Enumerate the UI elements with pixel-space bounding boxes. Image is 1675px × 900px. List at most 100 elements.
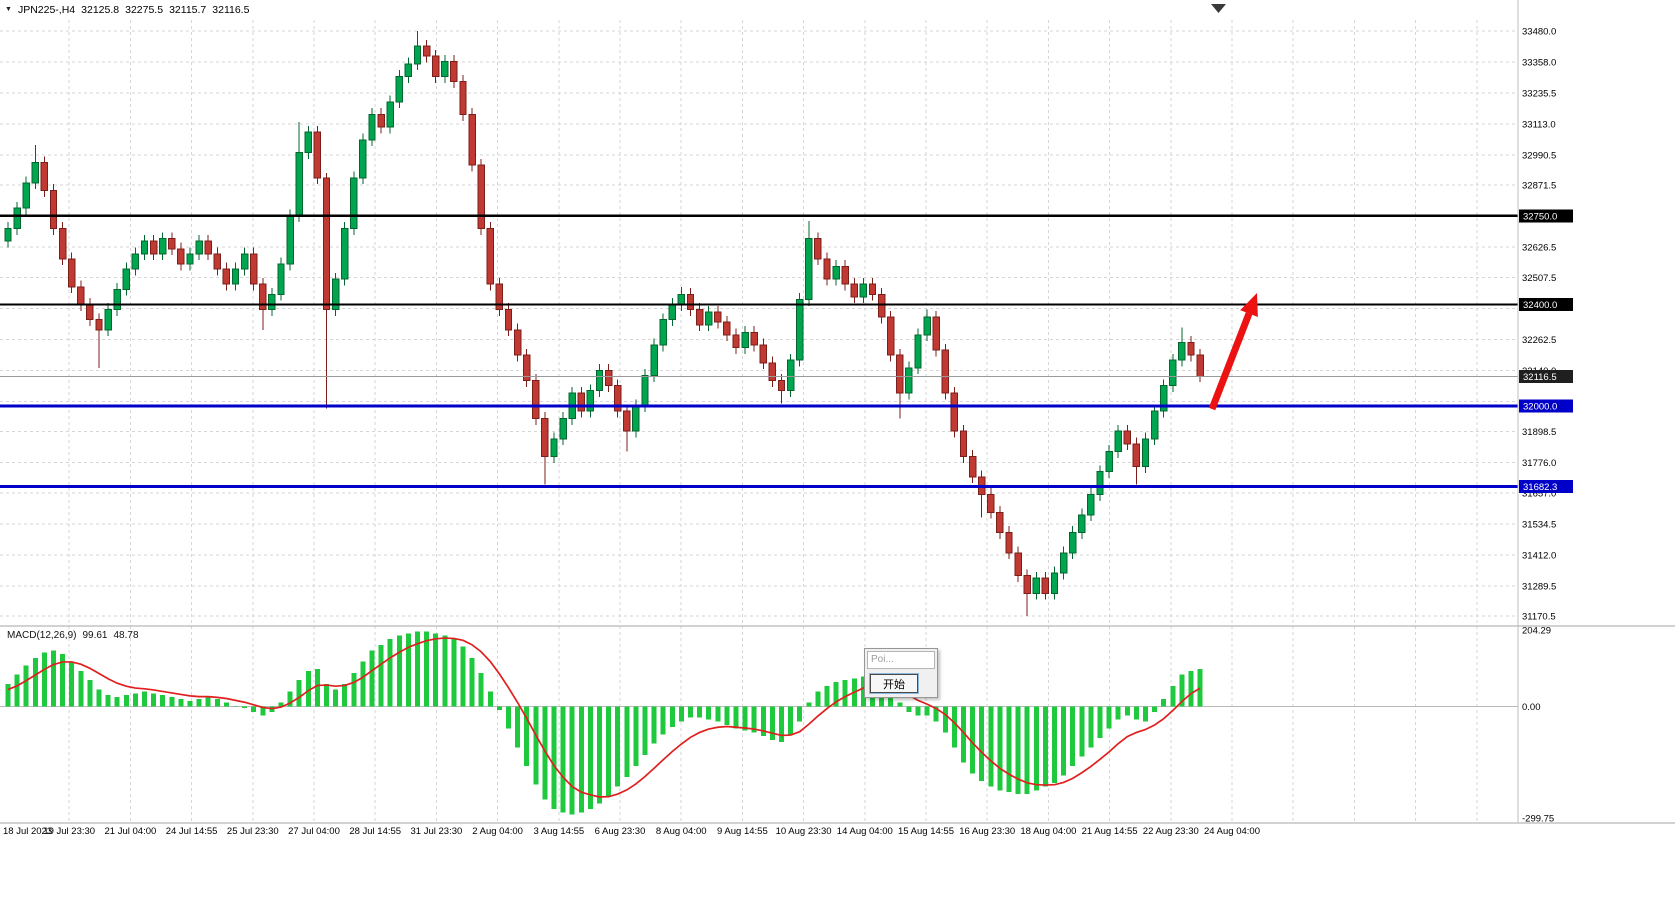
macd-bar (1024, 706, 1030, 795)
candle-body (168, 238, 176, 250)
symbol-dropdown-icon[interactable]: ▼ (5, 5, 12, 13)
candle-body (277, 263, 285, 295)
macd-bar (96, 689, 102, 707)
macd-bar (1006, 706, 1012, 793)
macd-bar (924, 706, 930, 716)
popup-text-field[interactable]: Poi... (867, 651, 935, 669)
candle-body (231, 268, 240, 285)
svg-text:-299.75: -299.75 (1522, 814, 1554, 825)
candle-body (595, 369, 604, 392)
macd-bar (997, 706, 1003, 791)
svg-text:31 Jul 23:30: 31 Jul 23:30 (411, 826, 463, 837)
macd-bar (442, 635, 448, 707)
macd-main-value: 99.61 (82, 630, 108, 641)
macd-bar (14, 674, 20, 707)
symbol-title: JPN225-,H4 (17, 4, 76, 16)
candle-body (1023, 575, 1031, 594)
candle-body (623, 410, 631, 432)
candle-body (404, 63, 413, 77)
macd-bar (1152, 706, 1158, 712)
macd-bar (278, 702, 284, 707)
macd-bar (260, 706, 266, 716)
svg-text:31412.0: 31412.0 (1522, 550, 1556, 561)
svg-text:27 Jul 04:00: 27 Jul 04:00 (288, 826, 340, 837)
candle-body (968, 456, 977, 478)
candle-body (504, 309, 513, 331)
svg-text:31534.5: 31534.5 (1522, 519, 1556, 530)
svg-text:2 Aug 04:00: 2 Aug 04:00 (472, 826, 523, 837)
candle-body (814, 238, 822, 260)
candle-body (541, 418, 549, 458)
macd-bar (132, 693, 138, 707)
candle-body (905, 367, 913, 394)
macd-bar (369, 650, 375, 707)
price-badge-32750.0: 32750.0 (1519, 209, 1573, 223)
svg-text:32750.0: 32750.0 (1523, 211, 1557, 222)
candle-body (31, 162, 39, 184)
candle-body (777, 380, 786, 392)
svg-text:31170.5: 31170.5 (1522, 612, 1556, 623)
candle-body (295, 152, 303, 217)
svg-text:24 Aug 04:00: 24 Aug 04:00 (1204, 826, 1260, 837)
macd-bar (287, 691, 293, 707)
candle-body (732, 334, 740, 349)
popup-start-button[interactable]: 开始 (870, 674, 918, 693)
svg-text:204.29: 204.29 (1522, 626, 1551, 637)
macd-bar (797, 706, 803, 722)
candle-body (796, 298, 804, 361)
svg-text:3 Aug 14:55: 3 Aug 14:55 (533, 826, 584, 837)
candle-body (1160, 385, 1168, 412)
macd-bar (688, 706, 693, 718)
candle-body (513, 329, 522, 356)
macd-bar (151, 693, 157, 707)
macd-name: MACD(12,26,9) (7, 630, 77, 641)
candle-body (877, 293, 886, 318)
macd-bar (296, 680, 302, 707)
svg-text:32990.5: 32990.5 (1522, 150, 1556, 161)
trend-arrow[interactable] (1208, 293, 1258, 411)
svg-text:33235.5: 33235.5 (1522, 88, 1556, 99)
candle-body (586, 390, 595, 412)
candle-body (750, 331, 758, 346)
macd-bar (187, 700, 193, 707)
chart-shift-marker[interactable] (1211, 4, 1226, 13)
macd-bar (933, 706, 939, 722)
candle-body (823, 258, 831, 280)
candle-body (1169, 359, 1177, 387)
candle-body (996, 511, 1004, 534)
macd-bar (660, 706, 666, 735)
macd-bar (60, 654, 66, 707)
svg-text:31289.5: 31289.5 (1522, 581, 1556, 592)
svg-text:31776.0: 31776.0 (1522, 458, 1556, 469)
candle-body (286, 215, 294, 265)
candle-body (486, 228, 495, 285)
macd-bar (223, 702, 229, 707)
candle-body (222, 268, 231, 285)
macd-bar (105, 695, 111, 707)
candle-body (177, 248, 185, 265)
macd-bar (578, 706, 584, 813)
candle-body (941, 349, 949, 394)
macd-bar (842, 680, 848, 707)
candle-body (677, 293, 686, 306)
candle-body (213, 253, 222, 270)
macd-bar (697, 706, 703, 718)
candle-body (659, 319, 667, 346)
macd-bar (569, 706, 575, 815)
svg-text:14 Aug 04:00: 14 Aug 04:00 (837, 826, 893, 837)
macd-bar (424, 631, 430, 707)
macd-bar (451, 639, 457, 707)
candle-body (195, 240, 203, 255)
macd-bar (587, 706, 593, 809)
macd-bar (1188, 670, 1194, 707)
macd-bar (415, 631, 420, 707)
candle-body (759, 344, 767, 364)
macd-signal-line (7, 637, 1201, 798)
macd-bar (1143, 706, 1148, 722)
candle-body (896, 354, 904, 394)
macd-bar (760, 706, 766, 737)
macd-bar (1061, 706, 1067, 776)
candle-body (1141, 438, 1150, 468)
macd-bar (23, 665, 29, 707)
